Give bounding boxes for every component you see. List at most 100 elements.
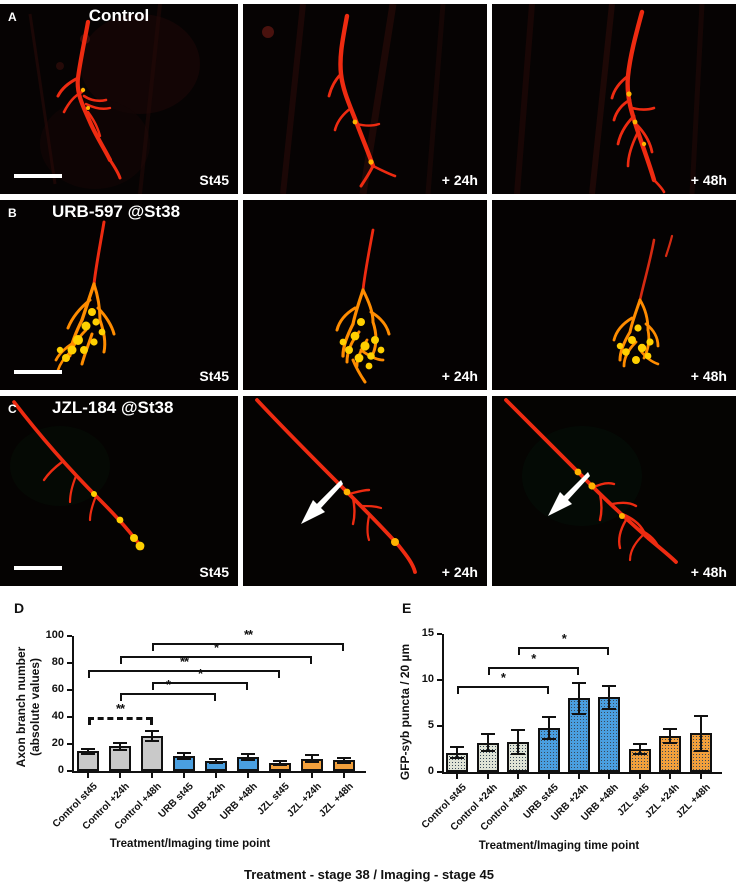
y-tick-label: 15 (421, 627, 434, 639)
panel-letter-b: B (8, 206, 17, 220)
panel-letter-a: A (8, 10, 17, 24)
error-bar (638, 744, 641, 754)
micrograph-panel-c1: C JZL-184 @St38 St45 (0, 396, 238, 586)
axon-trace (12, 400, 145, 551)
y-tick-label: 0 (57, 764, 64, 776)
bar (568, 698, 590, 772)
significance-label: ** (115, 701, 125, 716)
time-label: + 48h (690, 564, 727, 580)
background-noise (492, 396, 736, 586)
y-tick (67, 743, 72, 745)
error-bar-cap (572, 681, 586, 684)
significance-label: * (531, 651, 536, 667)
error-bar (517, 729, 520, 754)
y-tick (67, 635, 72, 637)
error-bar-cap (480, 749, 495, 752)
x-tick (247, 773, 249, 778)
error-bar-cap (145, 730, 159, 733)
time-label: St45 (199, 368, 229, 384)
error-bar-cap (113, 742, 127, 745)
y-tick-label: 10 (421, 673, 434, 685)
micrograph-panel-a1: A Control St45 (0, 4, 238, 194)
error-bar (608, 686, 611, 709)
error-bar-cap (663, 727, 678, 730)
y-tick-label: 40 (51, 710, 64, 722)
error-bar (183, 753, 185, 760)
error-bar-cap (273, 764, 287, 767)
charts-area: D 0 20 40 60 80 100 Control st45 Control +24h Co… (0, 592, 738, 886)
error-bar-cap (450, 757, 465, 760)
error-bar (343, 757, 345, 763)
error-bar (151, 731, 153, 741)
pointer-arrow-icon (548, 472, 590, 516)
micrograph-panel-b2: + 24h (243, 200, 487, 390)
time-label: St45 (199, 172, 229, 188)
significance-label: * (500, 670, 506, 686)
micrograph-panel-b3: + 48h (492, 200, 736, 390)
time-label: + 48h (690, 368, 727, 384)
significance-bracket (152, 681, 248, 690)
x-axis-label: Treatment/Imaging time point (478, 840, 640, 852)
y-tick (67, 716, 72, 718)
error-bar-cap (337, 761, 351, 764)
panel-title-jzl184: JZL-184 @St38 (52, 398, 174, 417)
x-tick (699, 774, 702, 779)
y-tick-label: 0 (427, 765, 434, 777)
axon-arbor-trace (335, 228, 391, 384)
error-bar-cap (177, 758, 191, 761)
error-bar-cap (113, 748, 127, 751)
error-bar-cap (450, 746, 465, 749)
time-label: St45 (199, 564, 229, 580)
scale-bar (14, 370, 62, 374)
y-tick-label: 100 (45, 629, 64, 641)
panel-title-urb597: URB-597 @St38 (52, 202, 181, 221)
error-bar-cap (632, 743, 647, 746)
x-tick (547, 774, 550, 779)
error-bar-cap (145, 739, 159, 742)
x-tick (638, 774, 641, 779)
x-tick (151, 773, 153, 778)
significance-bracket (152, 642, 344, 651)
y-tick (67, 770, 72, 772)
chart-letter-e: E (402, 600, 412, 616)
error-bar-cap (480, 733, 495, 736)
axon-trace (327, 13, 397, 188)
y-tick-label: 80 (51, 656, 64, 668)
bar (507, 741, 530, 772)
y-tick-label: 20 (51, 737, 64, 749)
chart-panel-d: D 0 20 40 60 80 100 Control st45 Control +24h Co… (0, 592, 380, 886)
background-noise (0, 4, 238, 194)
background-noise (0, 200, 238, 390)
error-bar-cap (693, 714, 708, 717)
error-bar (456, 747, 459, 759)
error-bar (311, 755, 313, 763)
error-bar (215, 758, 217, 764)
significance-bracket (88, 669, 280, 678)
error-bar-cap (693, 749, 708, 752)
y-tick (437, 771, 442, 773)
error-bar-cap (632, 752, 647, 755)
x-tick (87, 773, 89, 778)
y-axis (72, 636, 74, 772)
error-bar (578, 682, 580, 715)
x-tick (456, 774, 459, 779)
panel-letter-c: C (8, 402, 17, 416)
error-bar-cap (305, 761, 319, 764)
significance-bracket (457, 686, 549, 695)
y-tick-label: 5 (427, 719, 434, 731)
error-bar (699, 715, 702, 751)
x-tick (183, 773, 185, 778)
error-bar-cap (305, 754, 319, 757)
y-tick (437, 633, 442, 635)
error-bar-cap (177, 752, 191, 755)
x-tick (343, 773, 345, 778)
x-tick (669, 774, 672, 779)
time-label: + 24h (441, 368, 478, 384)
panel-title-control: Control (88, 6, 150, 25)
x-tick (517, 774, 520, 779)
error-bar-cap (337, 756, 351, 759)
x-tick (311, 773, 313, 778)
y-axis-label: (absolute values) (28, 657, 42, 757)
y-axis-label: GFP-syb puncta / 20 µm (398, 643, 412, 781)
error-bar-cap (511, 752, 526, 755)
